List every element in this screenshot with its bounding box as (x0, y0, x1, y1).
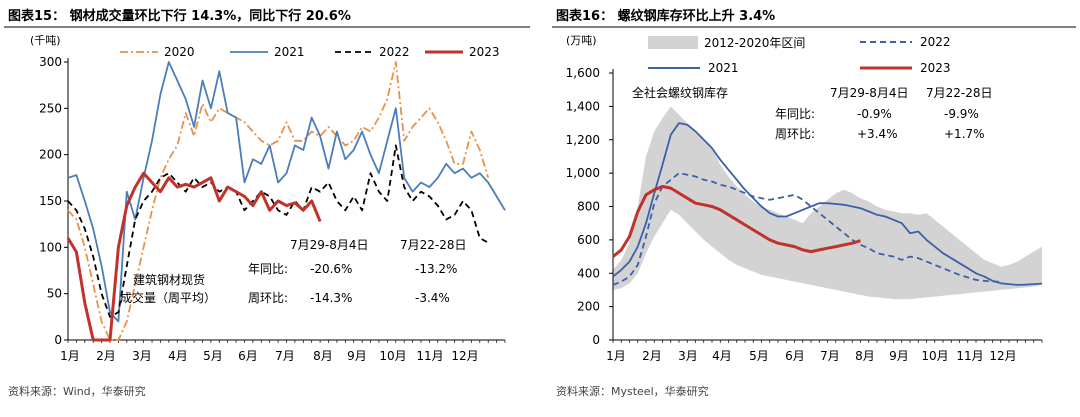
annotation-row-value2: +1.7% (944, 127, 985, 141)
annotation-row-value1: -20.6% (310, 262, 352, 276)
annotation-col1-header: 7月29-8月4日 (830, 86, 909, 100)
y-tick-label: 200 (39, 148, 62, 162)
chart-rebar-inventory: 图表16： 螺纹钢库存环比上升 3.4% (万吨) 0 200 400 600 800 1… (552, 8, 1076, 398)
y-axis-unit: (千吨) (30, 34, 61, 47)
series-line-2022 (67, 144, 489, 318)
x-tick-label: 7月 (820, 349, 840, 363)
x-tick-label: 1月 (60, 349, 80, 363)
x-tick-label: 7月 (275, 349, 295, 363)
x-tick-label: 12月 (451, 349, 478, 363)
legend-label-2023: 2023 (920, 61, 951, 75)
y-axis: 0 50 100 150 200 250 300 (39, 55, 69, 347)
plot-area (66, 61, 506, 342)
x-tick-label: 2月 (642, 349, 662, 363)
x-tick-label: 4月 (168, 349, 188, 363)
y-tick-label: 0 (592, 333, 600, 347)
annotation-title-line2: 成交量（周平均） (120, 290, 216, 305)
annotation-row-value1: -0.9% (857, 107, 892, 121)
x-tick-label: 2月 (96, 349, 116, 363)
annotation-title: 全社会螺纹钢库存 (632, 85, 728, 100)
x-axis: 1月 2月 3月 4月 5月 6月 7月 8月 9月 10月 11月 12月 (60, 339, 506, 363)
legend-label-band: 2012-2020年区间 (704, 36, 805, 50)
annotation-row-value2: -13.2% (415, 262, 457, 276)
x-tick-label: 6月 (785, 349, 805, 363)
x-tick-label: 9月 (889, 349, 909, 363)
y-tick-label: 800 (577, 200, 600, 214)
legend-swatch-band (648, 36, 698, 49)
annotation-row-label: 年同比: (248, 262, 288, 276)
y-tick-label: 250 (39, 101, 62, 115)
annotation-row-value1: +3.4% (857, 127, 898, 141)
x-tick-label: 10月 (379, 349, 406, 363)
x-tick-label: 5月 (749, 349, 769, 363)
annotation-row-value2: -9.9% (944, 107, 979, 121)
x-tick-label: 8月 (313, 349, 333, 363)
x-tick-label: 8月 (855, 349, 875, 363)
legend-label-2021: 2021 (274, 45, 305, 59)
x-tick-label: 4月 (712, 349, 732, 363)
annotation-col2-header: 7月22-28日 (926, 86, 993, 100)
legend-label-2020: 2020 (164, 45, 195, 59)
x-tick-label: 12月 (989, 349, 1016, 363)
series-line-2021 (67, 61, 506, 323)
series-line-2021 (612, 122, 1043, 286)
annotation-col1-header: 7月29-8月4日 (290, 238, 369, 252)
annotation-row-label: 周环比: (775, 127, 815, 141)
y-axis: 0 200 400 600 800 1,000 1,200 1,400 1,600 (566, 66, 614, 347)
plot-area (612, 122, 1043, 286)
x-tick-label: 5月 (203, 349, 223, 363)
y-tick-label: 400 (577, 266, 600, 280)
chart-title: 图表16： 螺纹钢库存环比上升 3.4% (556, 8, 775, 24)
annotation-row-label: 年同比: (775, 107, 815, 121)
annotation-col2-header: 7月22-28日 (400, 238, 467, 252)
chart-title: 图表15： 钢材成交量环比下行 14.3%，同比下行 20.6% (8, 8, 351, 24)
legend-label-2022: 2022 (920, 35, 951, 49)
x-tick-label: 1月 (606, 349, 626, 363)
legend: 2012-2020年区间 2021 2022 2023 (648, 35, 951, 75)
y-tick-label: 100 (39, 240, 62, 254)
x-tick-label: 9月 (347, 349, 367, 363)
source-note: 资料来源：Mysteel，华泰研究 (556, 384, 709, 398)
y-tick-label: 600 (577, 233, 600, 247)
series-line-2020 (67, 61, 490, 341)
y-tick-label: 50 (47, 287, 62, 301)
y-tick-label: 200 (577, 300, 600, 314)
y-tick-label: 150 (39, 194, 62, 208)
annotation-title-line1: 建筑钢材现货 (133, 272, 205, 287)
y-tick-label: 0 (54, 333, 62, 347)
x-tick-label: 3月 (132, 349, 152, 363)
y-tick-label: 300 (39, 55, 62, 69)
annotation-row-value1: -14.3% (310, 291, 352, 305)
legend-label-2023: 2023 (469, 45, 500, 59)
y-tick-label: 1,000 (566, 166, 600, 180)
legend-label-2022: 2022 (379, 45, 410, 59)
y-tick-label: 1,200 (566, 133, 600, 147)
y-tick-label: 1,400 (566, 99, 600, 113)
x-tick-label: 3月 (678, 349, 698, 363)
series-line-2023 (66, 171, 322, 342)
annotation-row-value2: -3.4% (415, 291, 450, 305)
x-tick-label: 11月 (956, 349, 983, 363)
annotation-row-label: 周环比: (248, 291, 288, 305)
y-axis-unit: (万吨) (566, 34, 597, 47)
x-tick-label: 10月 (921, 349, 948, 363)
legend: 2020 2021 2022 2023 (120, 45, 500, 59)
series-line-2023 (612, 185, 861, 258)
x-axis: 1月 2月 3月 4月 5月 6月 7月 8月 9月 10月 11月 12月 (606, 339, 1043, 363)
x-tick-label: 11月 (416, 349, 443, 363)
series-line-2022 (612, 172, 1001, 286)
y-tick-label: 1,600 (566, 66, 600, 80)
legend-label-2021: 2021 (708, 61, 739, 75)
chart-steel-transaction-volume: 图表15： 钢材成交量环比下行 14.3%，同比下行 20.6% (千吨) 0 5… (4, 8, 530, 398)
source-note: 资料来源：Wind，华泰研究 (8, 384, 146, 398)
x-tick-label: 6月 (238, 349, 258, 363)
